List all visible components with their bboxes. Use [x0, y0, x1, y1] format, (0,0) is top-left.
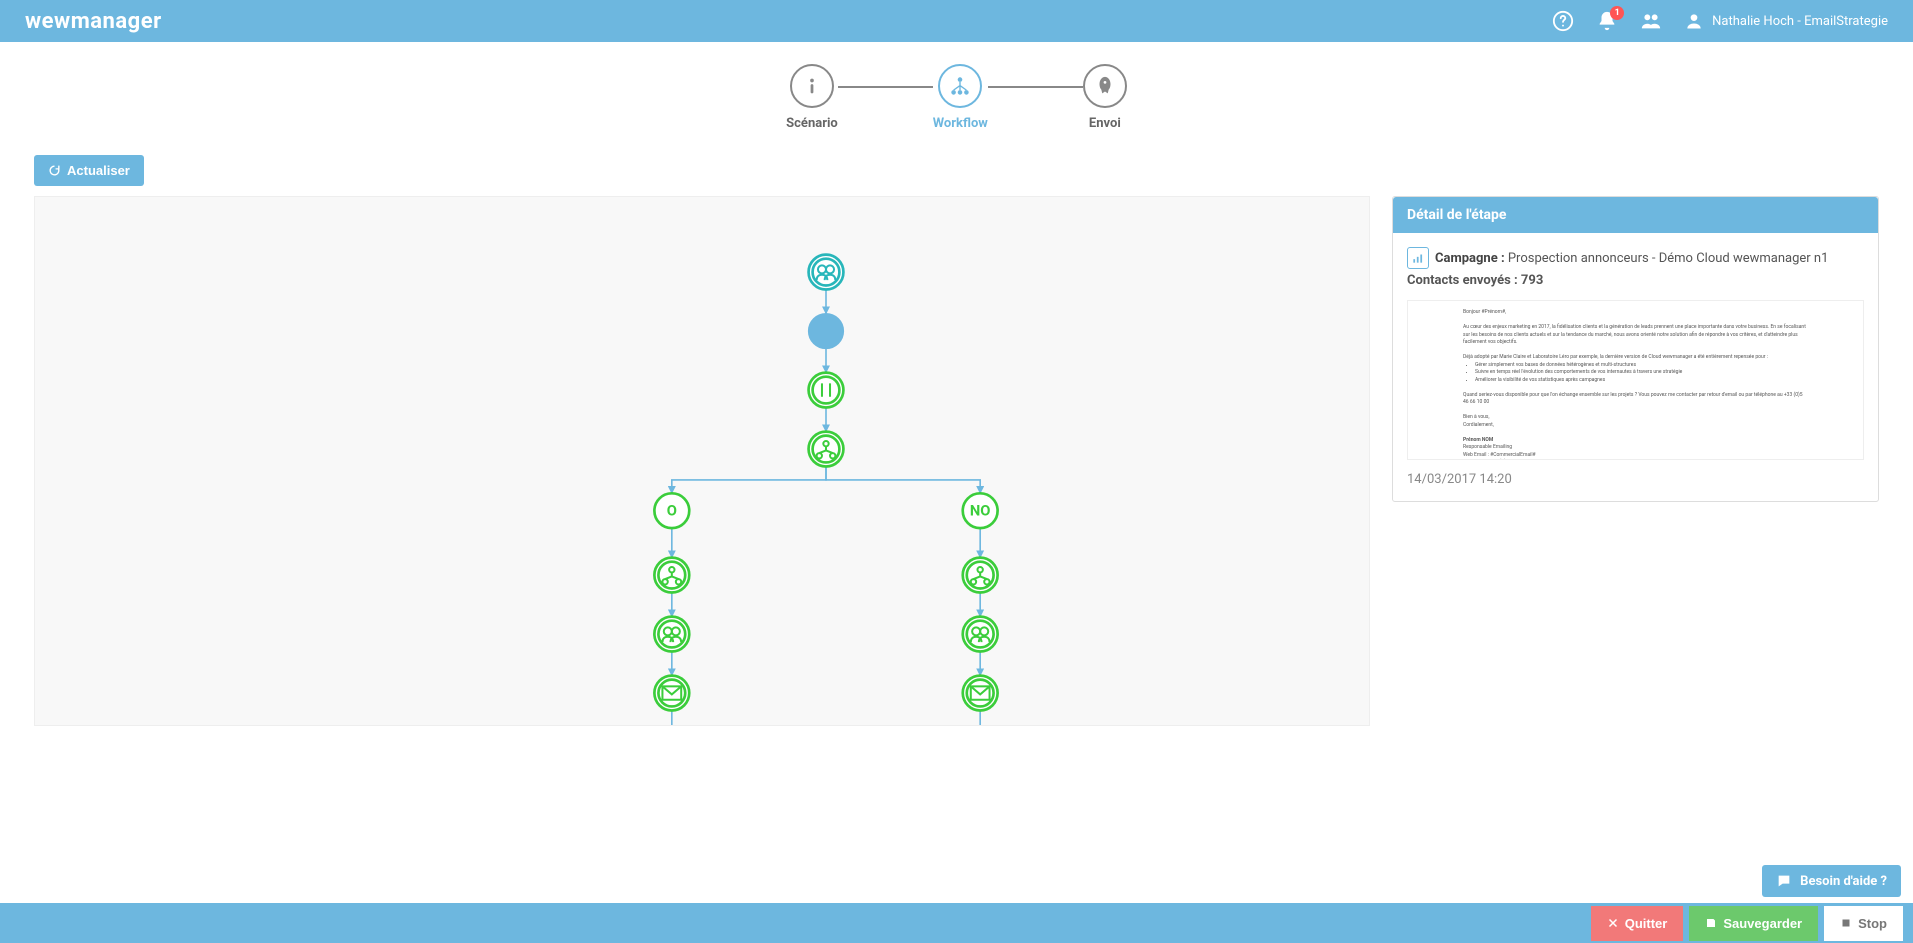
info-icon: [801, 75, 823, 97]
workflow-node-pause[interactable]: [809, 373, 844, 408]
stop-button[interactable]: Stop: [1824, 906, 1903, 941]
workflow-node-mail[interactable]: [963, 676, 998, 711]
user-name: Nathalie Hoch - EmailStrategie: [1712, 14, 1888, 29]
email-preview[interactable]: Bonjour #Prénom#, Au cœur des enjeux mar…: [1407, 300, 1864, 460]
user-icon: [1684, 11, 1704, 31]
workflow-node-label[interactable]: O: [654, 493, 689, 528]
stop-icon: [1840, 917, 1852, 929]
contacts-row: Contacts envoyés : 793: [1407, 273, 1864, 288]
chat-icon: [1776, 873, 1792, 889]
workflow-canvas[interactable]: ONOONOONO: [34, 196, 1370, 726]
step-connector: [838, 86, 933, 88]
chart-icon: [1407, 247, 1429, 269]
toolbar: Actualiser: [0, 145, 1913, 196]
save-icon: [1705, 917, 1717, 929]
workflow-node-branch[interactable]: [963, 558, 998, 593]
detail-panel: Détail de l'étape Campagne : Prospection…: [1392, 196, 1879, 502]
step-connector: [988, 86, 1083, 88]
workflow-node-users[interactable]: [809, 255, 844, 290]
tree-icon: [949, 75, 971, 97]
refresh-button[interactable]: Actualiser: [34, 155, 144, 186]
workflow-node-selected[interactable]: [809, 314, 844, 349]
panel-title: Détail de l'étape: [1393, 197, 1878, 233]
close-icon: [1607, 917, 1619, 929]
help-icon[interactable]: [1552, 10, 1574, 32]
svg-text:O: O: [667, 502, 677, 520]
save-button[interactable]: Sauvegarder: [1689, 906, 1818, 941]
workflow-node-label[interactable]: NO: [963, 493, 998, 528]
workflow-node-users[interactable]: [654, 617, 689, 652]
refresh-icon: [48, 164, 61, 177]
workflow-edge: [672, 466, 826, 493]
notification-badge: 1: [1610, 6, 1624, 20]
workflow-node-branch[interactable]: [809, 432, 844, 467]
workflow-node-branch[interactable]: [654, 558, 689, 593]
workflow-edge: [826, 466, 980, 493]
header-right: 1 Nathalie Hoch - EmailStrategie: [1552, 10, 1888, 32]
footer-bar: Quitter Sauvegarder Stop: [0, 903, 1913, 943]
help-chip[interactable]: Besoin d'aide ?: [1762, 865, 1901, 897]
campaign-label: Campagne : Prospection annonceurs - Démo…: [1435, 251, 1828, 266]
step-timestamp: 14/03/2017 14:20: [1407, 472, 1864, 487]
step-scenario[interactable]: Scénario: [786, 64, 838, 131]
svg-text:NO: NO: [970, 502, 991, 520]
team-icon[interactable]: [1640, 10, 1662, 32]
notifications-icon[interactable]: 1: [1596, 10, 1618, 32]
workflow-node-mail[interactable]: [654, 676, 689, 711]
logo[interactable]: wewmanager: [25, 9, 162, 34]
stepper: Scénario Workflow Envoi: [0, 42, 1913, 145]
workflow-svg: ONOONOONO: [35, 197, 1369, 726]
quit-button[interactable]: Quitter: [1591, 906, 1684, 941]
top-header: wewmanager 1 Nathalie Hoch - EmailStrate…: [0, 0, 1913, 42]
campaign-row: Campagne : Prospection annonceurs - Démo…: [1407, 247, 1864, 269]
step-send[interactable]: Envoi: [1083, 64, 1127, 131]
rocket-icon: [1094, 75, 1116, 97]
user-menu[interactable]: Nathalie Hoch - EmailStrategie: [1684, 11, 1888, 31]
panel-body: Campagne : Prospection annonceurs - Démo…: [1393, 233, 1878, 501]
main: ONOONOONO Détail de l'étape Campagne : P…: [0, 196, 1913, 726]
step-workflow[interactable]: Workflow: [933, 64, 988, 131]
workflow-node-users[interactable]: [963, 617, 998, 652]
